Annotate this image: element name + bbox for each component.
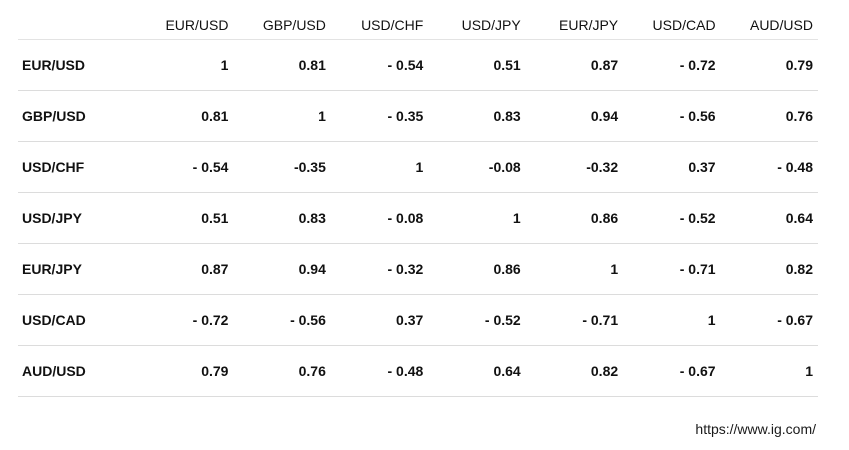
table-cell: 0.82 xyxy=(525,345,624,397)
table-cell: 0.76 xyxy=(720,90,818,142)
row-header: USD/CAD xyxy=(18,294,137,346)
row-header: AUD/USD xyxy=(18,345,137,397)
table-cell: 1 xyxy=(623,294,721,346)
table-cell: - 0.54 xyxy=(330,39,429,91)
column-header: USD/CAD xyxy=(623,10,721,40)
table-cell: 0.81 xyxy=(136,90,234,142)
table-cell: 0.76 xyxy=(233,345,331,397)
row-header: EUR/JPY xyxy=(18,243,137,295)
table-cell: 0.86 xyxy=(428,243,526,295)
table-cell: - 0.52 xyxy=(428,294,526,346)
column-header: AUD/USD xyxy=(720,10,818,40)
table-cell: 0.64 xyxy=(720,192,818,244)
table-cell: 0.37 xyxy=(330,294,429,346)
table-cell: 1 xyxy=(525,243,624,295)
table-cell: 0.83 xyxy=(428,90,526,142)
table-cell: 0.81 xyxy=(233,39,331,91)
table-row: EUR/JPY 0.87 0.94 - 0.32 0.86 1 - 0.71 0… xyxy=(18,243,818,295)
table-cell: - 0.48 xyxy=(720,141,818,193)
column-header: GBP/USD xyxy=(233,10,331,40)
row-header: USD/JPY xyxy=(18,192,137,244)
table-cell: 0.51 xyxy=(428,39,526,91)
table-cell: - 0.08 xyxy=(330,192,429,244)
table-row: AUD/USD 0.79 0.76 - 0.48 0.64 0.82 - 0.6… xyxy=(18,345,818,397)
table-cell: -0.35 xyxy=(233,141,331,193)
table-cell: 0.87 xyxy=(136,243,234,295)
table-cell: 1 xyxy=(428,192,526,244)
table-cell: 0.86 xyxy=(525,192,624,244)
table-cell: 0.82 xyxy=(720,243,818,295)
table-row: USD/CHF - 0.54 -0.35 1 -0.08 -0.32 0.37 … xyxy=(18,141,818,193)
table-cell: - 0.52 xyxy=(623,192,721,244)
correlation-table: EUR/USD GBP/USD USD/CHF USD/JPY EUR/JPY … xyxy=(18,10,818,397)
table-header: EUR/USD GBP/USD USD/CHF USD/JPY EUR/JPY … xyxy=(18,10,818,40)
table-cell: - 0.35 xyxy=(330,90,429,142)
row-header: USD/CHF xyxy=(18,141,137,193)
table-cell: 0.94 xyxy=(233,243,331,295)
table-cell: 0.37 xyxy=(623,141,721,193)
table-cell: 0.94 xyxy=(525,90,624,142)
source-url: https://www.ig.com/ xyxy=(695,421,816,437)
table-cell: 0.79 xyxy=(136,345,234,397)
table-cell: - 0.32 xyxy=(330,243,429,295)
table-cell: - 0.71 xyxy=(623,243,721,295)
table-cell: - 0.56 xyxy=(233,294,331,346)
table-cell: - 0.71 xyxy=(525,294,624,346)
header-corner xyxy=(18,10,137,40)
table-cell: 0.51 xyxy=(136,192,234,244)
table-cell: 0.79 xyxy=(720,39,818,91)
table-cell: -0.32 xyxy=(525,141,624,193)
table-cell: 1 xyxy=(330,141,429,193)
table-cell: 1 xyxy=(233,90,331,142)
table-row: USD/JPY 0.51 0.83 - 0.08 1 0.86 - 0.52 0… xyxy=(18,192,818,244)
table-cell: - 0.72 xyxy=(623,39,721,91)
table-cell: - 0.72 xyxy=(136,294,234,346)
table-row: GBP/USD 0.81 1 - 0.35 0.83 0.94 - 0.56 0… xyxy=(18,90,818,142)
table-cell: - 0.54 xyxy=(136,141,234,193)
header-row: EUR/USD GBP/USD USD/CHF USD/JPY EUR/JPY … xyxy=(18,10,818,40)
table-cell: - 0.56 xyxy=(623,90,721,142)
table-cell: - 0.67 xyxy=(623,345,721,397)
table-body: EUR/USD 1 0.81 - 0.54 0.51 0.87 - 0.72 0… xyxy=(18,39,818,397)
column-header: EUR/USD xyxy=(136,10,234,40)
table-cell: 1 xyxy=(720,345,818,397)
table-cell: - 0.67 xyxy=(720,294,818,346)
row-header: EUR/USD xyxy=(18,39,137,91)
table-cell: 0.83 xyxy=(233,192,331,244)
table-cell: 0.64 xyxy=(428,345,526,397)
table-cell: -0.08 xyxy=(428,141,526,193)
table-row: USD/CAD - 0.72 - 0.56 0.37 - 0.52 - 0.71… xyxy=(18,294,818,346)
column-header: USD/JPY xyxy=(428,10,526,40)
column-header: USD/CHF xyxy=(330,10,429,40)
table-cell: 0.87 xyxy=(525,39,624,91)
table-cell: - 0.48 xyxy=(330,345,429,397)
table-row: EUR/USD 1 0.81 - 0.54 0.51 0.87 - 0.72 0… xyxy=(18,39,818,91)
table-cell: 1 xyxy=(136,39,234,91)
row-header: GBP/USD xyxy=(18,90,137,142)
column-header: EUR/JPY xyxy=(525,10,624,40)
